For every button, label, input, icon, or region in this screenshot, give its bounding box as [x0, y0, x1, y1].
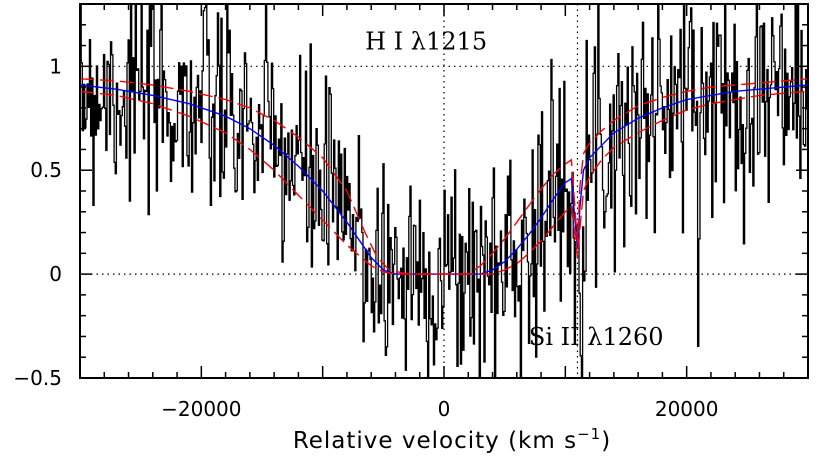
- x-axis-title-main: Relative velocity (km s: [293, 428, 577, 454]
- series-model-bound: [80, 78, 808, 275]
- x-axis-title-superscript: −1: [577, 425, 601, 443]
- annotation-hi-1215: H I λ1215: [365, 28, 487, 56]
- series-observed-flux: [80, 4, 808, 378]
- series-layer: [80, 4, 808, 378]
- axis-ticks: −20000 0 20000 −0.5 0 0.5 1: [13, 3, 809, 421]
- series-model-bound: [80, 90, 808, 275]
- y-tick-label: 0.5: [30, 158, 62, 182]
- x-tick-label: 0: [438, 397, 451, 421]
- x-axis-title-close: ): [601, 428, 611, 454]
- y-tick-label: 0: [49, 262, 62, 286]
- series-best-fit-model: [80, 84, 808, 275]
- y-tick-label: 1: [49, 54, 62, 78]
- x-axis-title: Relative velocity (km s−1): [293, 425, 611, 454]
- x-tick-label: −20000: [161, 397, 241, 421]
- x-tick-label: 20000: [655, 397, 719, 421]
- annotations: H I λ1215 Si II λ1260: [365, 28, 663, 351]
- annotation-siii-1260: Si II λ1260: [529, 323, 664, 351]
- y-tick-label: −0.5: [13, 366, 62, 390]
